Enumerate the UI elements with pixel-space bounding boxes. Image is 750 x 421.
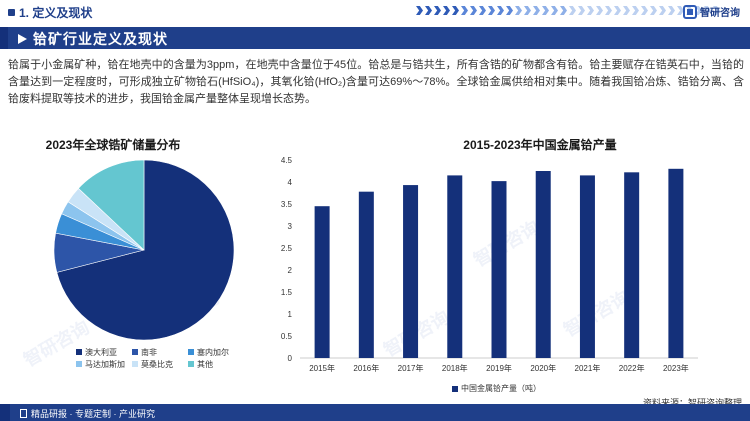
x-tick-label: 2019年	[486, 363, 512, 373]
bar-2018年	[447, 175, 463, 358]
x-tick-label: 2020年	[530, 363, 556, 373]
pie-chart	[52, 158, 236, 342]
legend-label: 塞内加尔	[197, 347, 229, 357]
legend-label: 南非	[141, 347, 157, 357]
footer-label: 精品研报 · 专题定制 · 产业研究	[31, 409, 155, 419]
footer-bar: 精品研报 · 专题定制 · 产业研究	[0, 404, 750, 421]
legend-row: 马达加斯加 莫桑比克 其他	[76, 358, 256, 370]
bar-2020年	[535, 171, 551, 358]
footer-text: 精品研报 · 专题定制 · 产业研究	[20, 407, 155, 420]
bar-chart: 0 0.5 1 1.5 2 2.5 3 3.5 4 4.5 2015年 2016年 2017年 2018年…	[264, 152, 704, 382]
banner-title: 铪矿行业定义及现状	[18, 29, 168, 49]
y-tick-label: 3.5	[281, 200, 293, 209]
title-banner: 铪矿行业定义及现状	[0, 27, 750, 49]
x-tick-label: 2015年	[309, 363, 335, 373]
source-note: 资料来源：智研咨询整理	[642, 398, 742, 408]
legend-item: 澳大利亚	[76, 347, 128, 358]
chevron-strip-icon	[416, 6, 720, 15]
legend-swatch	[188, 361, 194, 367]
legend-swatch	[76, 361, 82, 367]
legend-label: 其他	[197, 359, 213, 369]
legend-item: 莫桑比克	[132, 359, 184, 370]
section-bullet-icon	[8, 9, 15, 16]
top-bar: 1. 定义及现状 智研咨询	[0, 0, 750, 24]
brand-name: 智研咨询	[700, 8, 740, 19]
legend-label: 澳大利亚	[85, 347, 117, 357]
bar-legend-label: 中国金属铪产量（吨）	[461, 384, 541, 393]
y-tick-label: 1.5	[281, 288, 293, 297]
pie-slice-1	[56, 159, 235, 341]
bar-legend: 中国金属铪产量（吨）	[452, 383, 541, 394]
bar-2021年	[579, 175, 595, 358]
legend-label: 莫桑比克	[141, 359, 173, 369]
bar-2023年	[668, 168, 684, 358]
y-tick-label: 0	[288, 354, 293, 363]
intro-paragraph: 铪属于小金属矿种，铪在地壳中的含量为3ppm，在地壳中含量位于45位。铪总是与锆…	[8, 59, 744, 105]
section-title: 1. 定义及现状	[8, 4, 92, 21]
y-tick-label: 2.5	[281, 244, 293, 253]
pie-slice-6	[77, 159, 145, 251]
legend-item: 南非	[132, 347, 184, 358]
legend-item: 塞内加尔	[188, 347, 240, 358]
legend-row: 澳大利亚 南非 塞内加尔	[76, 346, 256, 358]
x-tick-label: 2018年	[442, 363, 468, 373]
y-tick-label: 4	[288, 178, 293, 187]
x-tick-label: 2016年	[353, 363, 379, 373]
document-icon	[20, 409, 27, 418]
x-tick-label: 2023年	[663, 363, 689, 373]
pie-chart-title: 2023年全球锆矿储量分布	[45, 138, 181, 152]
brand-logo: 智研咨询	[683, 4, 740, 19]
legend-swatch	[132, 349, 138, 355]
y-tick-label: 0.5	[281, 332, 293, 341]
legend-swatch	[132, 361, 138, 367]
bar-2016年	[358, 191, 374, 358]
play-arrow-icon	[18, 34, 27, 44]
y-tick-label: 4.5	[281, 156, 293, 165]
y-tick-label: 3	[288, 222, 293, 231]
legend-label: 马达加斯加	[85, 359, 125, 369]
section-title-text: 1. 定义及现状	[19, 6, 93, 20]
bar-chart-title: 2015-2023年中国金属铪产量	[463, 138, 617, 152]
x-tick-label: 2017年	[398, 363, 424, 373]
x-tick-label: 2021年	[575, 363, 601, 373]
bar-2019年	[491, 181, 507, 358]
legend-swatch	[76, 349, 82, 355]
legend-swatch	[188, 349, 194, 355]
y-tick-label: 1	[288, 310, 293, 319]
footer-accent	[0, 404, 10, 421]
bar-2017年	[403, 185, 419, 358]
banner-title-text: 铪矿行业定义及现状	[33, 31, 168, 47]
legend-item: 马达加斯加	[76, 359, 128, 370]
bar-2022年	[624, 172, 640, 358]
legend-item: 其他	[188, 359, 240, 370]
bar-legend-swatch	[452, 385, 458, 392]
bar-2015年	[314, 206, 330, 358]
logo-icon	[683, 4, 697, 19]
pie-legend: 澳大利亚 南非 塞内加尔马达加斯加 莫桑比克 其他	[76, 346, 256, 370]
x-tick-label: 2022年	[619, 363, 645, 373]
y-tick-label: 2	[288, 266, 293, 275]
